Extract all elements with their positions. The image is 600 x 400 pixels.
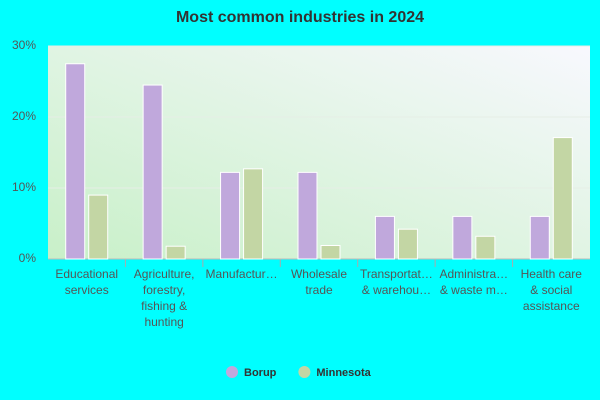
y-tick-label: 20% xyxy=(12,109,36,123)
x-tick-label: Manufactur… xyxy=(206,267,278,281)
bar xyxy=(243,168,264,260)
x-tick-label: Administra… & waste m… xyxy=(440,267,509,297)
chart-title: Most common industries in 2024 xyxy=(176,9,424,26)
x-tick-label: Educational services xyxy=(55,267,118,297)
bar xyxy=(320,245,341,260)
y-tick-label: 0% xyxy=(19,251,37,265)
legend-swatch xyxy=(226,366,238,378)
x-tick-label: Health care & social assistance xyxy=(521,267,583,313)
legend-label: Minnesota xyxy=(316,367,371,379)
bar xyxy=(374,215,395,260)
bar xyxy=(297,171,318,260)
bar xyxy=(452,215,473,260)
plot-background xyxy=(48,46,590,259)
bar xyxy=(65,63,86,260)
bar xyxy=(475,235,496,260)
bar xyxy=(552,137,573,260)
y-tick-label: 30% xyxy=(12,38,36,52)
x-tick-label: Transportat… & warehou… xyxy=(360,267,433,297)
bar xyxy=(220,171,241,260)
x-tick-label: Agriculture, forestry, fishing & hunting xyxy=(134,267,195,329)
x-tick-label: Wholesale trade xyxy=(291,267,347,297)
legend-swatch xyxy=(298,366,311,378)
legend-label: Borup xyxy=(244,367,277,379)
bar xyxy=(529,215,550,260)
bar xyxy=(165,245,186,260)
bar xyxy=(142,84,163,260)
y-tick-label: 10% xyxy=(12,180,36,194)
bar xyxy=(88,194,109,260)
bar xyxy=(397,228,418,260)
